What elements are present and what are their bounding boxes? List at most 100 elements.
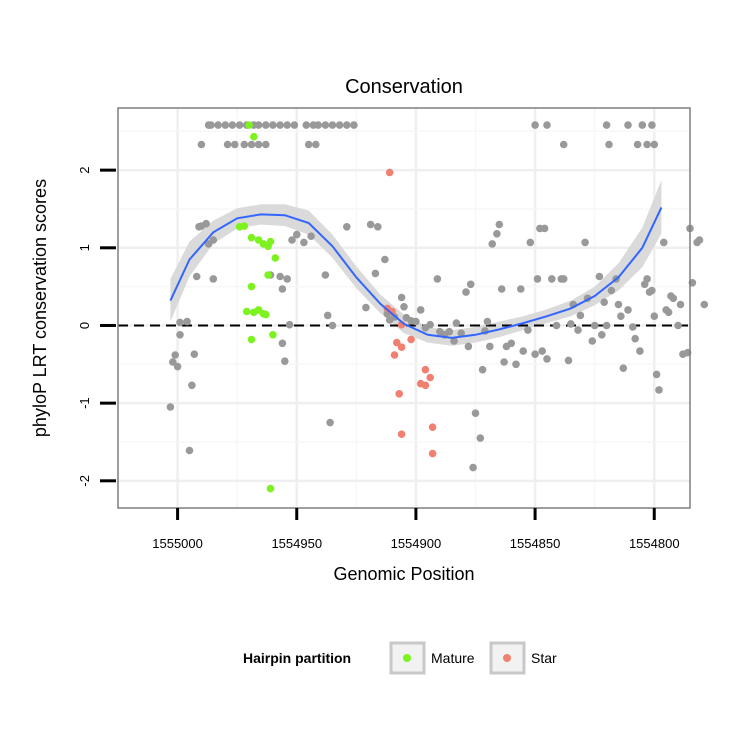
point-mature [262, 310, 270, 319]
point-other [343, 121, 351, 129]
point-other [531, 121, 539, 129]
y-tick-label: 0 [77, 322, 92, 329]
point-other [276, 272, 284, 281]
point-other [476, 434, 485, 442]
point-other [633, 140, 642, 149]
point-star [395, 390, 404, 398]
point-other [648, 286, 656, 295]
plot-border [117, 107, 691, 509]
point-other [500, 358, 508, 366]
point-other [631, 334, 639, 343]
x-tick-label: 1554850 [510, 536, 561, 551]
chart-title: Conservation [345, 76, 463, 98]
point-other [190, 350, 199, 359]
point-other [321, 121, 330, 129]
point-other [526, 238, 535, 247]
point-other [548, 275, 556, 283]
point-other [638, 121, 647, 129]
point-mature [242, 307, 251, 316]
point-star [407, 335, 415, 344]
point-other [636, 347, 644, 355]
point-star [397, 343, 406, 352]
point-other [614, 300, 623, 309]
point-mature [245, 121, 253, 129]
point-other [567, 320, 575, 328]
point-other [450, 337, 458, 345]
point-other [374, 223, 382, 231]
point-other [559, 275, 568, 283]
point-mature [266, 237, 275, 246]
point-other [469, 463, 477, 472]
point-other [262, 121, 270, 129]
x-axis: 1555000 1554950 1554900 1554850 1554800 [152, 508, 680, 551]
point-other [171, 351, 179, 359]
point-other [240, 140, 249, 149]
point-other [169, 358, 177, 366]
point-other [176, 331, 184, 339]
point-other [552, 321, 561, 330]
point-star [426, 373, 435, 382]
point-other [221, 121, 230, 129]
legend: Hairpin partition Mature Star [243, 641, 557, 675]
point-other [650, 140, 659, 149]
point-other [209, 236, 218, 244]
point-other [323, 311, 332, 320]
point-other [598, 331, 606, 339]
y-axis-label: phyloP LRT conservation scores [30, 179, 50, 437]
legend-marker-mature [403, 654, 411, 662]
point-other [231, 140, 239, 149]
point-other [660, 238, 668, 247]
point-star [397, 430, 406, 439]
legend-marker-star [503, 654, 511, 662]
point-other [209, 275, 218, 283]
point-other [452, 319, 461, 327]
point-other [650, 312, 659, 321]
point-other [188, 381, 196, 390]
point-other [493, 230, 501, 238]
point-other [426, 320, 435, 329]
point-other [695, 236, 704, 244]
point-other [312, 140, 320, 149]
x-tick-label: 1554900 [391, 536, 442, 551]
point-other [602, 121, 611, 129]
point-other [278, 339, 287, 348]
point-other [314, 121, 323, 129]
y-axis: -2 -1 0 1 2 [77, 167, 116, 487]
point-other [669, 294, 678, 303]
point-other [700, 300, 709, 309]
point-other [290, 121, 299, 129]
point-other [619, 364, 628, 373]
point-other [293, 230, 301, 239]
point-other [288, 236, 296, 244]
point-other [254, 140, 263, 149]
point-star [390, 351, 399, 359]
point-other [538, 347, 546, 355]
point-other [497, 285, 506, 293]
point-other [445, 327, 454, 336]
point-other [607, 286, 616, 295]
point-other [595, 272, 604, 281]
point-other [328, 321, 337, 330]
x-axis-label: Genomic Position [333, 564, 474, 584]
point-other [400, 303, 408, 311]
point-other [533, 275, 542, 283]
point-other [524, 326, 532, 334]
point-other [495, 220, 504, 229]
point-other [166, 403, 175, 411]
point-other [228, 121, 237, 129]
point-star [428, 423, 437, 432]
point-other [300, 238, 308, 247]
point-other [590, 321, 599, 330]
point-other [471, 409, 480, 418]
point-other [202, 219, 210, 228]
x-tick-label: 1554800 [629, 536, 680, 551]
legend-key-star [489, 641, 526, 675]
point-other [629, 323, 637, 331]
confidence-band [170, 180, 662, 346]
point-mature [247, 282, 256, 291]
smooth-trend-line [169, 206, 663, 339]
point-other [335, 121, 344, 129]
point-other [643, 275, 651, 283]
point-other [304, 140, 313, 149]
point-other [624, 306, 632, 314]
